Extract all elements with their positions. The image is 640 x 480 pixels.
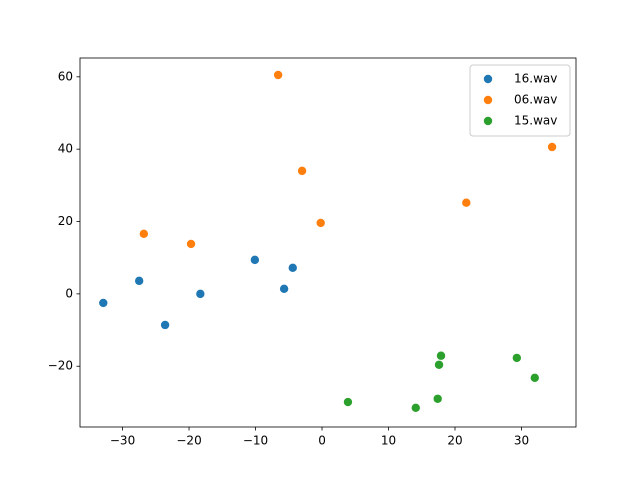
point bbox=[186, 239, 196, 249]
x-tick-label: −20 bbox=[176, 434, 201, 448]
point bbox=[433, 394, 442, 403]
y-tick-label: 0 bbox=[65, 286, 73, 300]
legend-marker bbox=[483, 95, 493, 105]
point bbox=[139, 229, 149, 239]
legend-marker bbox=[483, 116, 493, 126]
y-tick-label: 40 bbox=[58, 142, 73, 156]
x-tick-label: −30 bbox=[110, 434, 135, 448]
y-tick-label: 60 bbox=[58, 69, 73, 83]
point bbox=[288, 263, 297, 273]
point bbox=[273, 70, 283, 80]
point bbox=[343, 397, 353, 407]
point bbox=[547, 142, 557, 152]
y-tick-label: −20 bbox=[48, 359, 73, 373]
x-tick-label: 30 bbox=[514, 434, 529, 448]
legend-box bbox=[469, 64, 571, 137]
point bbox=[134, 276, 144, 286]
x-tick-label: 10 bbox=[381, 434, 396, 448]
legend-marker bbox=[483, 74, 493, 84]
point bbox=[316, 218, 325, 228]
point bbox=[250, 255, 260, 265]
plot-frame bbox=[79, 57, 577, 428]
point bbox=[462, 198, 471, 207]
legend-label: 15.wav bbox=[514, 114, 557, 128]
point bbox=[297, 166, 307, 176]
x-tick-label: −10 bbox=[243, 434, 268, 448]
x-tick-label: 20 bbox=[447, 434, 462, 448]
point bbox=[196, 289, 205, 299]
point bbox=[436, 351, 446, 360]
point bbox=[434, 360, 444, 369]
x-tick-label: 0 bbox=[318, 434, 326, 448]
legend-label: 06.wav bbox=[514, 93, 557, 107]
point bbox=[99, 298, 108, 308]
point bbox=[279, 284, 289, 294]
point bbox=[512, 353, 522, 363]
y-tick-label: 20 bbox=[58, 214, 73, 228]
point bbox=[411, 403, 420, 413]
point bbox=[160, 320, 170, 330]
legend-label: 16.wav bbox=[514, 72, 557, 86]
point bbox=[530, 373, 539, 382]
